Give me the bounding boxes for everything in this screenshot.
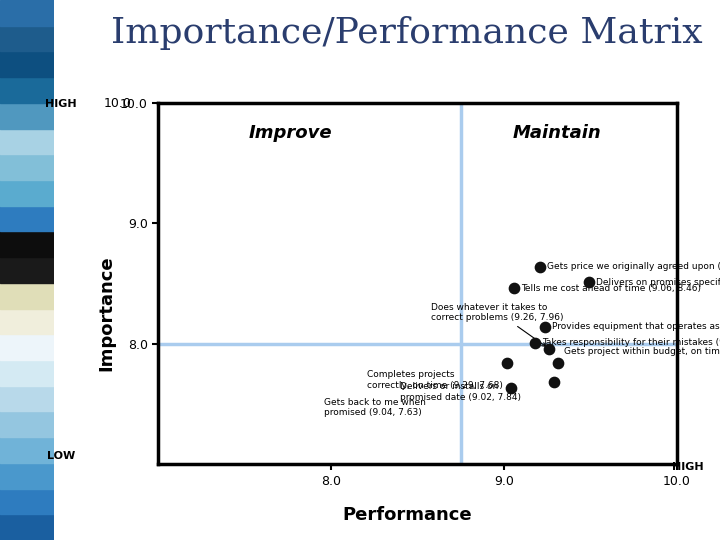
- Text: 10.0: 10.0: [104, 97, 132, 110]
- Text: Does whatever it takes to
correct problems (9.26, 7.96): Does whatever it takes to correct proble…: [431, 303, 564, 346]
- Text: Provides equipment that operates as vendor said it would (9.24, 8.14): Provides equipment that operates as vend…: [552, 322, 720, 332]
- Bar: [0, 283, 54, 308]
- Point: [552, 359, 563, 367]
- Text: Importance/Performance Matrix: Importance/Performance Matrix: [111, 16, 703, 50]
- Text: Delivers on promises specified in proposal/contract (9.49, 8.51): Delivers on promises specified in propos…: [595, 278, 720, 287]
- Text: Maintain: Maintain: [513, 124, 601, 143]
- Bar: [0, 129, 54, 154]
- Text: Takes responsibility for their mistakes (9.18, 8.01): Takes responsibility for their mistakes …: [542, 338, 720, 347]
- Text: Completes projects
correctly, on time (9.29, 7.68): Completes projects correctly, on time (9…: [367, 370, 503, 390]
- Point: [505, 384, 517, 393]
- Point: [540, 322, 552, 331]
- Text: HIGH: HIGH: [45, 99, 77, 109]
- Bar: [0, 489, 54, 514]
- Bar: [0, 308, 54, 334]
- Bar: [0, 26, 54, 51]
- Bar: [0, 206, 54, 232]
- Bar: [0, 334, 54, 360]
- Bar: [0, 180, 54, 206]
- Bar: [0, 463, 54, 489]
- Point: [534, 262, 546, 271]
- Bar: [0, 103, 54, 129]
- Bar: [0, 232, 54, 257]
- Bar: [0, 437, 54, 463]
- Point: [583, 278, 595, 287]
- Bar: [0, 360, 54, 386]
- Bar: [0, 51, 54, 77]
- Text: Gets price we originally agreed upon (9.21, 8.64): Gets price we originally agreed upon (9.…: [547, 262, 720, 271]
- Bar: [0, 77, 54, 103]
- Point: [549, 378, 560, 387]
- Bar: [0, 0, 54, 26]
- Text: Improve: Improve: [248, 124, 332, 143]
- Point: [543, 345, 554, 353]
- Point: [502, 359, 513, 367]
- Text: Delivers or installs on
promised date (9.02, 7.84): Delivers or installs on promised date (9…: [400, 382, 521, 402]
- Text: Tells me cost ahead of time (9.06, 8.46): Tells me cost ahead of time (9.06, 8.46): [521, 284, 701, 293]
- Point: [508, 284, 520, 293]
- Bar: [0, 386, 54, 411]
- Text: HIGH: HIGH: [672, 462, 703, 472]
- Point: [529, 338, 541, 347]
- Bar: [0, 257, 54, 283]
- Bar: [0, 154, 54, 180]
- Text: Importance: Importance: [97, 255, 115, 371]
- Text: Gets project within budget, on time (9.31, 7.84): Gets project within budget, on time (9.3…: [564, 347, 720, 356]
- Text: Gets back to me when
promised (9.04, 7.63): Gets back to me when promised (9.04, 7.6…: [324, 398, 426, 417]
- Text: LOW: LOW: [47, 451, 76, 461]
- Text: Performance: Performance: [342, 506, 472, 524]
- Bar: [0, 514, 54, 540]
- Bar: [0, 411, 54, 437]
